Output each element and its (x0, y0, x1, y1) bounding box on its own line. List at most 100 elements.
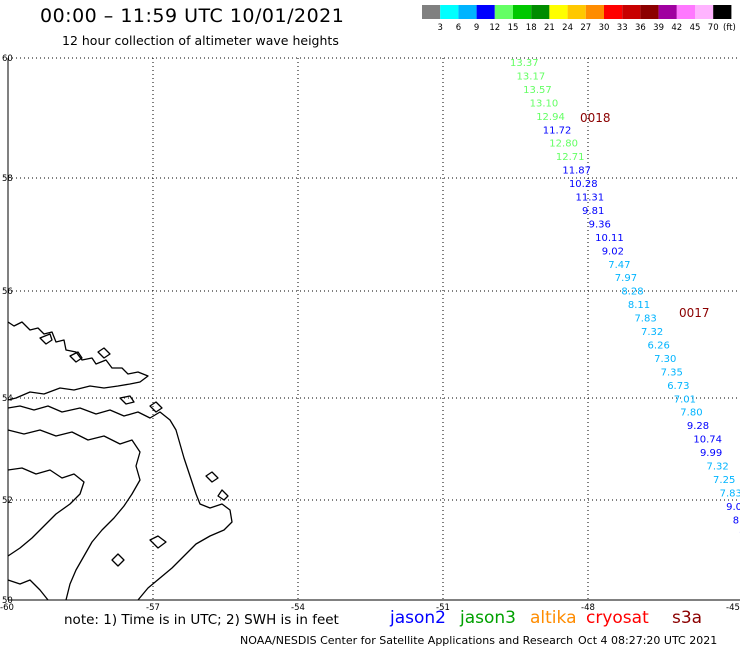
wave-height-label: 11.87 (562, 166, 591, 177)
wave-height-label: 12.80 (549, 139, 578, 150)
scale-label: 36 (635, 23, 646, 33)
graticule (8, 57, 740, 600)
wave-height-label: 7.01 (674, 394, 696, 405)
lon-label: -57 (146, 603, 160, 613)
lon-label: -54 (291, 603, 305, 613)
wave-height-label: 9.28 (687, 421, 709, 432)
scale-swatch (531, 5, 550, 19)
scale-swatch (658, 5, 677, 19)
wave-height-label: 7.83 (720, 488, 740, 499)
wave-height-label: 7.30 (654, 354, 676, 365)
legend-jason2: jason2 (390, 608, 446, 628)
wave-height-label: 10.11 (595, 233, 624, 244)
scale-swatch (713, 5, 732, 19)
scale-swatch (458, 5, 477, 19)
wave-height-label: 9.81 (582, 206, 604, 217)
lat-label: 56 (2, 287, 13, 297)
generated-timestamp: Oct 4 08:27:20 UTC 2021 (578, 634, 718, 647)
scale-swatch (476, 5, 495, 19)
wave-height-label: 8.11 (628, 300, 650, 311)
lat-label: 54 (2, 394, 13, 404)
pass-label-0017: 0017 (679, 306, 710, 320)
wave-height-observations: 13.37 13.17 13.57 13.10 12.94 11.72 12.80 12.71… (510, 58, 740, 540)
scale-swatch (695, 5, 714, 19)
wave-height-label: 12.71 (556, 152, 585, 163)
lat-label: 52 (2, 496, 13, 506)
wave-height-label: 7.83 (634, 314, 656, 325)
scale-label: 24 (562, 23, 573, 33)
scale-swatch (604, 5, 623, 19)
lat-label: 50 (2, 596, 13, 606)
scale-swatch (422, 5, 441, 19)
scale-label: 12 (489, 23, 500, 33)
lon-label: -45 (726, 603, 740, 613)
scale-swatch (622, 5, 641, 19)
wave-height-label: 7.25 (713, 475, 735, 486)
scale-label: 30 (599, 23, 610, 33)
scale-swatches (422, 5, 732, 19)
scale-labels: 3 6 9 12 15 18 21 24 27 30 33 36 39 42 45 70 (ft) (437, 23, 735, 33)
wave-height-label: 11.31 (576, 193, 605, 204)
wave-height-label: 13.17 (517, 71, 546, 82)
latitude-labels: 60 58 56 54 52 50 (2, 54, 13, 606)
scale-label: 27 (580, 23, 591, 33)
scale-label: 15 (508, 23, 519, 33)
scale-label: 39 (653, 23, 664, 33)
wave-height-label: 13.10 (530, 98, 559, 109)
wave-height-label: 13.37 (510, 58, 539, 69)
wave-height-label: 7.80 (680, 408, 702, 419)
legend-s3a: s3a (672, 608, 703, 628)
lon-label: -51 (436, 603, 450, 613)
wave-height-label: 12.94 (536, 112, 565, 123)
coastline (7, 321, 233, 601)
wave-height-label: 8.28 (621, 287, 643, 298)
page-title: 00:00 – 11:59 UTC 10/01/2021 (40, 5, 345, 27)
lat-label: 60 (2, 54, 13, 64)
longitude-labels: -60 -57 -54 -51 -48 -45 (0, 603, 740, 613)
wave-height-label: 6.26 (648, 340, 670, 351)
wave-height-label: 7.32 (707, 462, 729, 473)
footer-note: note: 1) Time is in UTC; 2) SWH is in fe… (64, 612, 339, 628)
scale-label: 6 (456, 23, 461, 33)
wave-height-label: 11.72 (543, 125, 572, 136)
scale-swatch (567, 5, 586, 19)
scale-label: 3 (437, 23, 442, 33)
pass-labels: 0018 0017 (580, 111, 710, 320)
wave-height-label: 10.28 (569, 179, 598, 190)
lon-label: -48 (581, 603, 595, 613)
wave-height-label: 9.02 (602, 246, 624, 257)
pass-label-0018: 0018 (580, 111, 611, 125)
wave-height-label: 7.97 (615, 273, 637, 284)
scale-label: 45 (690, 23, 701, 33)
page-subtitle: 12 hour collection of altimeter wave hei… (62, 33, 339, 48)
scale-swatch (494, 5, 513, 19)
wave-height-label: 9.36 (589, 219, 611, 230)
color-scale-legend: 3 6 9 12 15 18 21 24 27 30 33 36 39 42 45 70 (ft) (422, 5, 736, 33)
wave-height-label: 7.47 (608, 260, 630, 271)
scale-label: 70 (708, 23, 719, 33)
scale-label: 21 (544, 23, 555, 33)
scale-swatch (440, 5, 459, 19)
scale-swatch (513, 5, 532, 19)
scale-unit: (ft) (723, 23, 736, 33)
wave-height-label: 10.74 (693, 435, 722, 446)
wave-height-label: 6.73 (667, 381, 689, 392)
wave-height-label: 9.0 (726, 502, 740, 513)
map-frame (7, 58, 740, 601)
wave-height-label: 13.57 (523, 85, 552, 96)
scale-swatch (640, 5, 659, 19)
scale-label: 42 (671, 23, 682, 33)
wave-height-label: 8. (733, 515, 740, 526)
credit-line: NOAA/NESDIS Center for Satellite Applica… (240, 634, 574, 647)
scale-label: 33 (617, 23, 628, 33)
scale-swatch (585, 5, 604, 19)
scale-swatch (549, 5, 568, 19)
legend-jason3: jason3 (460, 608, 516, 628)
legend-cryosat: cryosat (586, 608, 649, 628)
wave-height-label: 9.99 (700, 448, 722, 459)
lon-label: -60 (0, 603, 14, 613)
lat-label: 58 (2, 174, 13, 184)
scale-label: 9 (474, 23, 479, 33)
wave-height-label: 7.35 (661, 367, 683, 378)
